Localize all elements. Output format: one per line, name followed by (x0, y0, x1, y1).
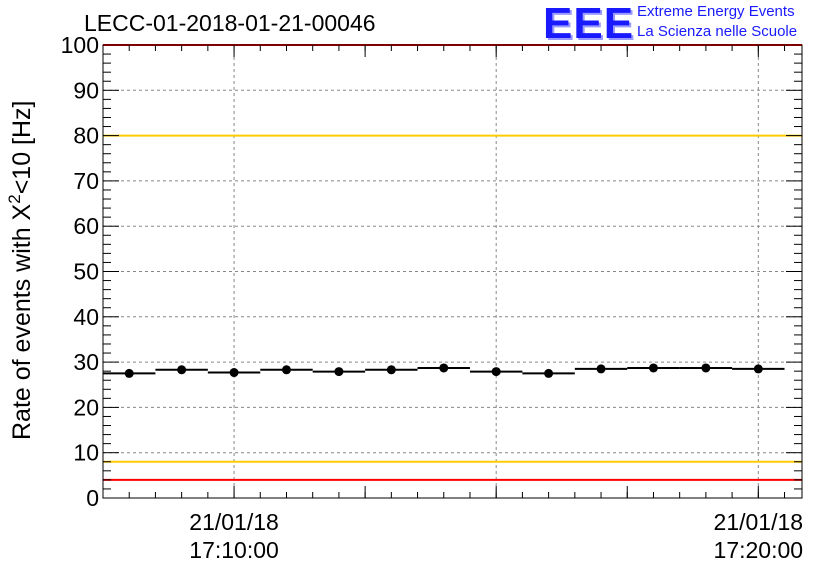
data-point (386, 365, 396, 375)
y-tick-label: 60 (73, 213, 99, 239)
x-tick-date-label: 21/01/18 (189, 509, 279, 535)
y-tick-label: 70 (73, 168, 99, 194)
y-tick-label: 0 (86, 485, 99, 511)
y-tick-label: 40 (73, 304, 99, 330)
data-point (544, 368, 554, 378)
eee-logo: EEE (543, 0, 635, 48)
y-tick-label: 90 (73, 77, 99, 103)
y-tick-label: 50 (73, 259, 99, 285)
reference-lines (103, 44, 802, 481)
logo-caption-line1: Extreme Energy Events (637, 3, 795, 20)
data-point (491, 367, 501, 377)
data-series (103, 363, 785, 378)
grid-layer (103, 45, 802, 498)
y-tick-label: 10 (73, 440, 99, 466)
x-tick-date-label: 21/01/18 (714, 509, 804, 535)
x-tick-time-label: 17:10:00 (189, 537, 279, 563)
y-axis-label: Rate of events with X2<10 [Hz] (5, 100, 36, 440)
y-tick-label: 80 (73, 123, 99, 149)
y-tick-label: 20 (73, 394, 99, 420)
plot-border (102, 44, 803, 499)
data-point (334, 367, 344, 377)
logo-caption-line2: La Scienza nelle Scuole (637, 23, 798, 40)
plot-frame (102, 44, 803, 499)
y-tick-label: 100 (61, 32, 99, 58)
data-point (229, 368, 239, 378)
y-tick-label: 30 (73, 349, 99, 375)
data-point (281, 365, 291, 375)
data-point (753, 364, 763, 374)
chart-title: LECC-01-2018-01-21-00046 (84, 10, 376, 36)
data-point (701, 363, 711, 373)
data-point (439, 363, 449, 373)
data-point (596, 364, 606, 374)
data-point (177, 365, 187, 375)
axis-labels: 010203040506070809010021/01/1817:10:0021… (5, 32, 803, 563)
data-point (648, 363, 658, 373)
data-point (124, 368, 134, 378)
x-tick-time-label: 17:20:00 (714, 537, 804, 563)
